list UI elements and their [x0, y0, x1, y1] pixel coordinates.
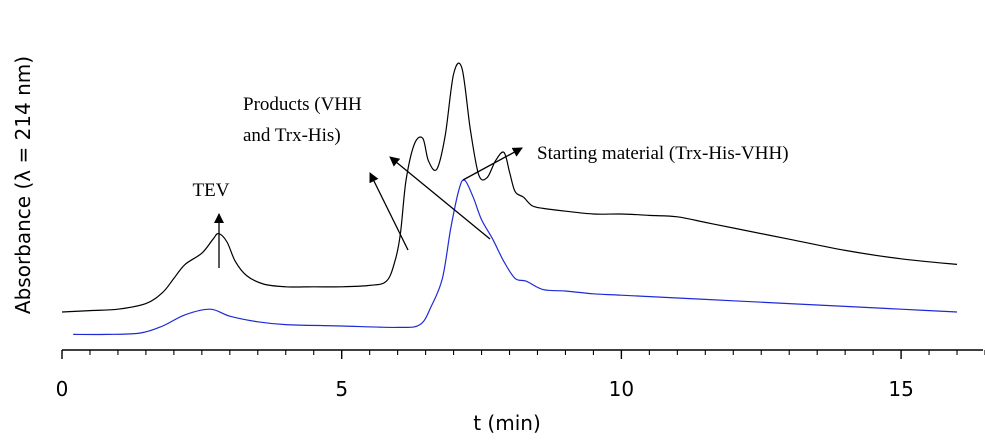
series-line-blue: [73, 179, 958, 336]
x-ticks: 0 5 10 15: [56, 350, 985, 401]
y-axis-label: Absorbance (λ = 214 nm): [11, 56, 35, 314]
series-layer: [61, 62, 958, 336]
x-tick-label: 10: [609, 377, 634, 401]
series-line-black: [61, 62, 958, 313]
arrow-starting-material: [462, 147, 523, 181]
x-axis: 0 5 10 15: [56, 349, 985, 401]
x-tick-label: 0: [56, 377, 69, 401]
annotation-products-line2: and Trx-His): [243, 125, 341, 146]
arrow-products-left: [369, 172, 409, 251]
x-tick-label: 15: [888, 377, 913, 401]
x-axis-label: t (min): [473, 411, 541, 435]
annotation-tev: TEV: [193, 180, 230, 201]
x-tick-label: 5: [335, 377, 348, 401]
annotations: TEV Products (VHH and Trx-His) Starting …: [193, 94, 789, 268]
annotation-starting-material: Starting material (Trx-His-VHH): [537, 143, 789, 164]
arrow-products-right: [389, 156, 491, 240]
annotation-products-line1: Products (VHH: [243, 94, 362, 115]
